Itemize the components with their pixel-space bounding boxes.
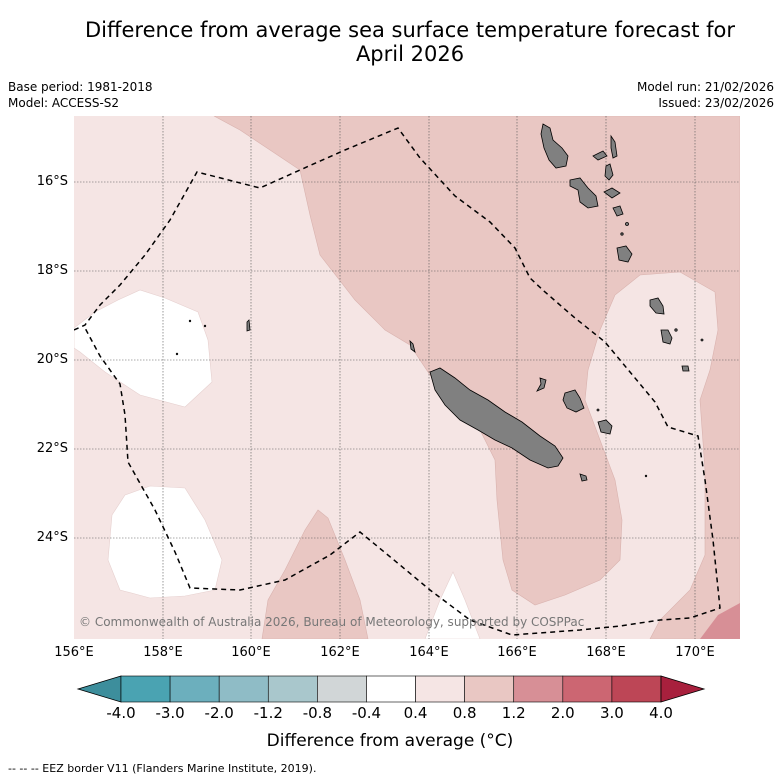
lat-label-20s: 20°S: [36, 352, 68, 367]
lon-label-166e: 166°E: [497, 645, 537, 660]
model-run: Model run: 21/02/2026: [636, 80, 774, 94]
colorbar-segment: [611, 675, 662, 703]
land-new-caledonia: [429, 367, 564, 469]
lon-label-168e: 168°E: [586, 645, 626, 660]
colorbar-segment: [366, 675, 416, 703]
land-ouvea: [536, 377, 547, 392]
graticule: [74, 116, 740, 639]
neutral-region-southwest: [107, 485, 223, 599]
land-tanna: [660, 329, 673, 345]
colorbar-tick-label: -3.0: [155, 704, 185, 722]
land-malakula: [569, 177, 599, 209]
eez-border-line: [74, 127, 721, 636]
issued-date: Issued: 23/02/2026: [658, 96, 774, 110]
colorbar-segment: [513, 675, 564, 703]
lon-label-156e: 156°E: [54, 645, 94, 660]
lon-label-170e: 170°E: [675, 645, 715, 660]
base-period: Base period: 1981-2018: [8, 80, 153, 94]
land-aneityum: [681, 365, 690, 372]
land-mare: [597, 419, 613, 435]
land-vanuatu-b: [610, 134, 618, 159]
land-erromango: [649, 297, 665, 315]
colorbar-segment: [464, 675, 515, 703]
land-belep: [409, 339, 416, 353]
neutral-region-south: [424, 571, 481, 639]
colorbar-tick-label: -1.2: [253, 704, 283, 722]
meta-right: Model run: 21/02/2026 Issued: 23/02/2026: [637, 79, 774, 111]
colorbar-tick-label: 1.2: [501, 704, 526, 722]
map-area: © Commonwealth of Australia 2026, Bureau…: [74, 116, 740, 639]
anomaly-1.2-2.0-region: [700, 603, 740, 639]
colorbar-title: Difference from average (°C): [266, 731, 514, 751]
colorbar-tick-label: -2.0: [204, 704, 234, 722]
lon-label-160e: 160°E: [231, 645, 271, 660]
colorbar-segment: [120, 675, 171, 703]
meta-left: Base period: 1981-2018 Model: ACCESS-S2: [8, 79, 153, 111]
colorbar-segment: [415, 675, 465, 703]
eez-legend: -- -- -- EEZ border V11 (Flanders Marine…: [8, 762, 317, 775]
land-vanuatu-a: [592, 150, 608, 161]
colorbar-segment: [169, 675, 220, 703]
colorbar-segment: [562, 675, 613, 703]
colorbar-extend-high: [660, 675, 706, 703]
lon-label-164e: 164°E: [409, 645, 449, 660]
land-ile-des-pins: [579, 473, 588, 482]
land-vanuatu-c: [604, 163, 614, 181]
anomaly-0.8-1.2-region: [213, 116, 740, 639]
colorbar-tick-label: 0.4: [403, 704, 428, 722]
colorbar-tick-label: 3.0: [599, 704, 624, 722]
lat-label-16s: 16°S: [36, 174, 68, 189]
colorbar-segment: [218, 675, 269, 703]
colorbar-tick-label: -4.0: [106, 704, 136, 722]
copyright-text: © Commonwealth of Australia 2026, Bureau…: [79, 615, 584, 629]
anomaly-0.8-1.2-south-region: [261, 509, 369, 639]
title-line-2: April 2026: [355, 42, 465, 66]
colorbar-tick-label: 0.8: [452, 704, 477, 722]
land-espiritu-santo: [540, 123, 569, 169]
lat-label-18s: 18°S: [36, 263, 68, 278]
colorbar-segment: [267, 675, 318, 703]
colorbar-extend-low: [76, 675, 122, 703]
colorbar-tick-label: -0.8: [302, 704, 332, 722]
lat-label-24s: 24°S: [36, 530, 68, 545]
land-vanuatu-e: [612, 205, 624, 217]
colorbar-tick-label: 4.0: [649, 704, 673, 722]
map-title: Difference from average sea surface temp…: [60, 18, 760, 66]
colorbar: [76, 675, 706, 703]
colorbar-tick-label: -0.4: [351, 704, 382, 722]
lat-label-22s: 22°S: [36, 441, 68, 456]
colorbar-tick-label: 2.0: [550, 704, 575, 722]
model-name: Model: ACCESS-S2: [8, 96, 120, 110]
land-chesterfield: [246, 319, 251, 332]
lon-label-158e: 158°E: [143, 645, 183, 660]
land-lifou: [562, 389, 585, 413]
neutral-region-west: [74, 289, 213, 408]
land-vanuatu-d: [603, 187, 621, 199]
colorbar-segment: [317, 675, 367, 703]
landmasses: [175, 123, 704, 482]
land-efate: [616, 245, 633, 263]
title-line-1: Difference from average sea surface temp…: [85, 18, 735, 42]
lon-label-162e: 162°E: [320, 645, 360, 660]
